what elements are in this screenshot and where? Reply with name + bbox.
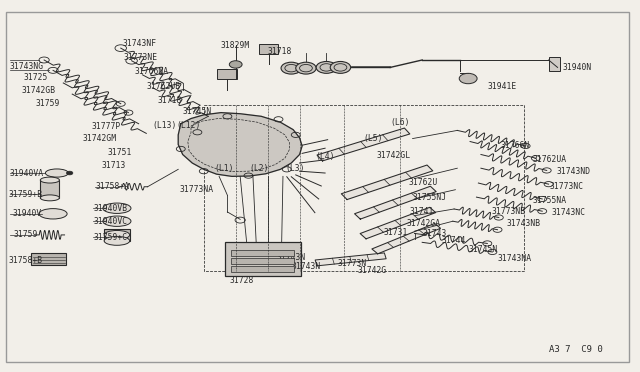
Text: 31742GL: 31742GL: [376, 151, 410, 160]
Ellipse shape: [40, 195, 60, 201]
Text: 31742GB: 31742GB: [22, 86, 56, 95]
Text: 31766NA: 31766NA: [135, 67, 169, 76]
Text: 31773NB: 31773NB: [491, 207, 525, 216]
Circle shape: [229, 61, 242, 68]
Polygon shape: [315, 253, 386, 266]
Text: 31742GM: 31742GM: [83, 134, 116, 143]
Text: 31713: 31713: [102, 161, 126, 170]
Text: 31743NC: 31743NC: [551, 208, 586, 217]
Text: 31759: 31759: [36, 99, 60, 108]
Bar: [230, 266, 294, 272]
Circle shape: [330, 61, 351, 73]
Text: (L12): (L12): [176, 122, 201, 131]
Text: 31940VA: 31940VA: [10, 169, 44, 177]
Bar: [230, 250, 294, 256]
Circle shape: [316, 61, 337, 73]
Text: 31755NJ: 31755NJ: [413, 193, 447, 202]
Text: 31731: 31731: [384, 228, 408, 237]
Text: 31940VB: 31940VB: [93, 204, 127, 213]
Text: 31940N: 31940N: [563, 63, 592, 72]
Text: 31725: 31725: [24, 73, 48, 82]
Polygon shape: [360, 207, 436, 239]
Text: 31728: 31728: [229, 276, 253, 285]
Text: 31745N: 31745N: [182, 108, 212, 116]
Ellipse shape: [45, 169, 68, 177]
Circle shape: [67, 171, 73, 175]
Text: 31762UB: 31762UB: [147, 82, 180, 91]
Text: 31718: 31718: [157, 96, 182, 105]
Text: (L1): (L1): [214, 164, 234, 173]
Text: 31766N: 31766N: [500, 141, 529, 151]
Bar: [230, 258, 294, 264]
Bar: [40, 180, 60, 198]
Text: 31743NF: 31743NF: [122, 39, 156, 48]
Polygon shape: [341, 165, 433, 199]
Ellipse shape: [104, 236, 130, 245]
Circle shape: [281, 62, 301, 74]
Polygon shape: [372, 224, 440, 254]
Text: (L3): (L3): [285, 164, 305, 173]
Ellipse shape: [103, 203, 131, 214]
Bar: [225, 241, 301, 276]
Text: 31759: 31759: [13, 230, 38, 240]
Polygon shape: [355, 186, 436, 219]
Text: 31744: 31744: [442, 236, 466, 246]
Text: 31743ND: 31743ND: [556, 167, 591, 176]
Text: (L6): (L6): [390, 118, 410, 127]
Ellipse shape: [40, 177, 60, 183]
Text: 31743: 31743: [422, 229, 447, 238]
Text: 31742G: 31742G: [357, 266, 387, 275]
Text: 31762U: 31762U: [408, 178, 437, 187]
Text: 31777P: 31777P: [92, 122, 120, 131]
Ellipse shape: [39, 209, 67, 219]
Polygon shape: [317, 128, 410, 161]
Text: (L5): (L5): [364, 134, 383, 143]
Text: 31762UA: 31762UA: [532, 155, 566, 164]
Bar: [548, 57, 560, 71]
Text: 31743N: 31743N: [291, 262, 321, 271]
Text: 31718: 31718: [268, 47, 292, 56]
Text: A3 7  C9 0: A3 7 C9 0: [548, 344, 602, 353]
Text: 31759+B: 31759+B: [8, 190, 42, 199]
Text: (L2): (L2): [250, 164, 269, 173]
Text: 31940VC: 31940VC: [93, 217, 127, 226]
Text: 31829M: 31829M: [221, 41, 250, 51]
Text: 31773NA: 31773NA: [179, 185, 214, 194]
Bar: [31, 253, 67, 264]
Circle shape: [460, 73, 477, 84]
Text: (L13): (L13): [153, 122, 177, 131]
Bar: [259, 44, 278, 54]
Ellipse shape: [103, 216, 131, 227]
Text: 31941E: 31941E: [487, 82, 516, 91]
Text: 31773NC: 31773NC: [550, 182, 584, 191]
Text: 31940V: 31940V: [12, 209, 42, 218]
Text: 31758+A: 31758+A: [95, 182, 129, 191]
Text: 31751: 31751: [108, 148, 132, 157]
Text: 31745N: 31745N: [468, 245, 497, 254]
Text: 31743NA: 31743NA: [497, 254, 532, 263]
Text: 31743N: 31743N: [276, 253, 306, 262]
Text: 31755NA: 31755NA: [532, 196, 566, 205]
Text: (L4): (L4): [315, 152, 334, 161]
Text: 31743NB: 31743NB: [506, 219, 541, 228]
Bar: [104, 229, 130, 241]
Bar: [216, 69, 237, 79]
Text: 31741: 31741: [410, 208, 434, 217]
Circle shape: [296, 62, 316, 74]
Text: 31773NE: 31773NE: [124, 52, 157, 61]
Text: 31743NG: 31743NG: [10, 62, 44, 71]
Polygon shape: [178, 113, 302, 176]
Text: 31742GA: 31742GA: [406, 219, 440, 228]
Ellipse shape: [104, 231, 130, 239]
Text: 31759+C: 31759+C: [93, 232, 127, 242]
Text: 31758+B: 31758+B: [8, 256, 42, 265]
Text: 31773N: 31773N: [338, 259, 367, 268]
